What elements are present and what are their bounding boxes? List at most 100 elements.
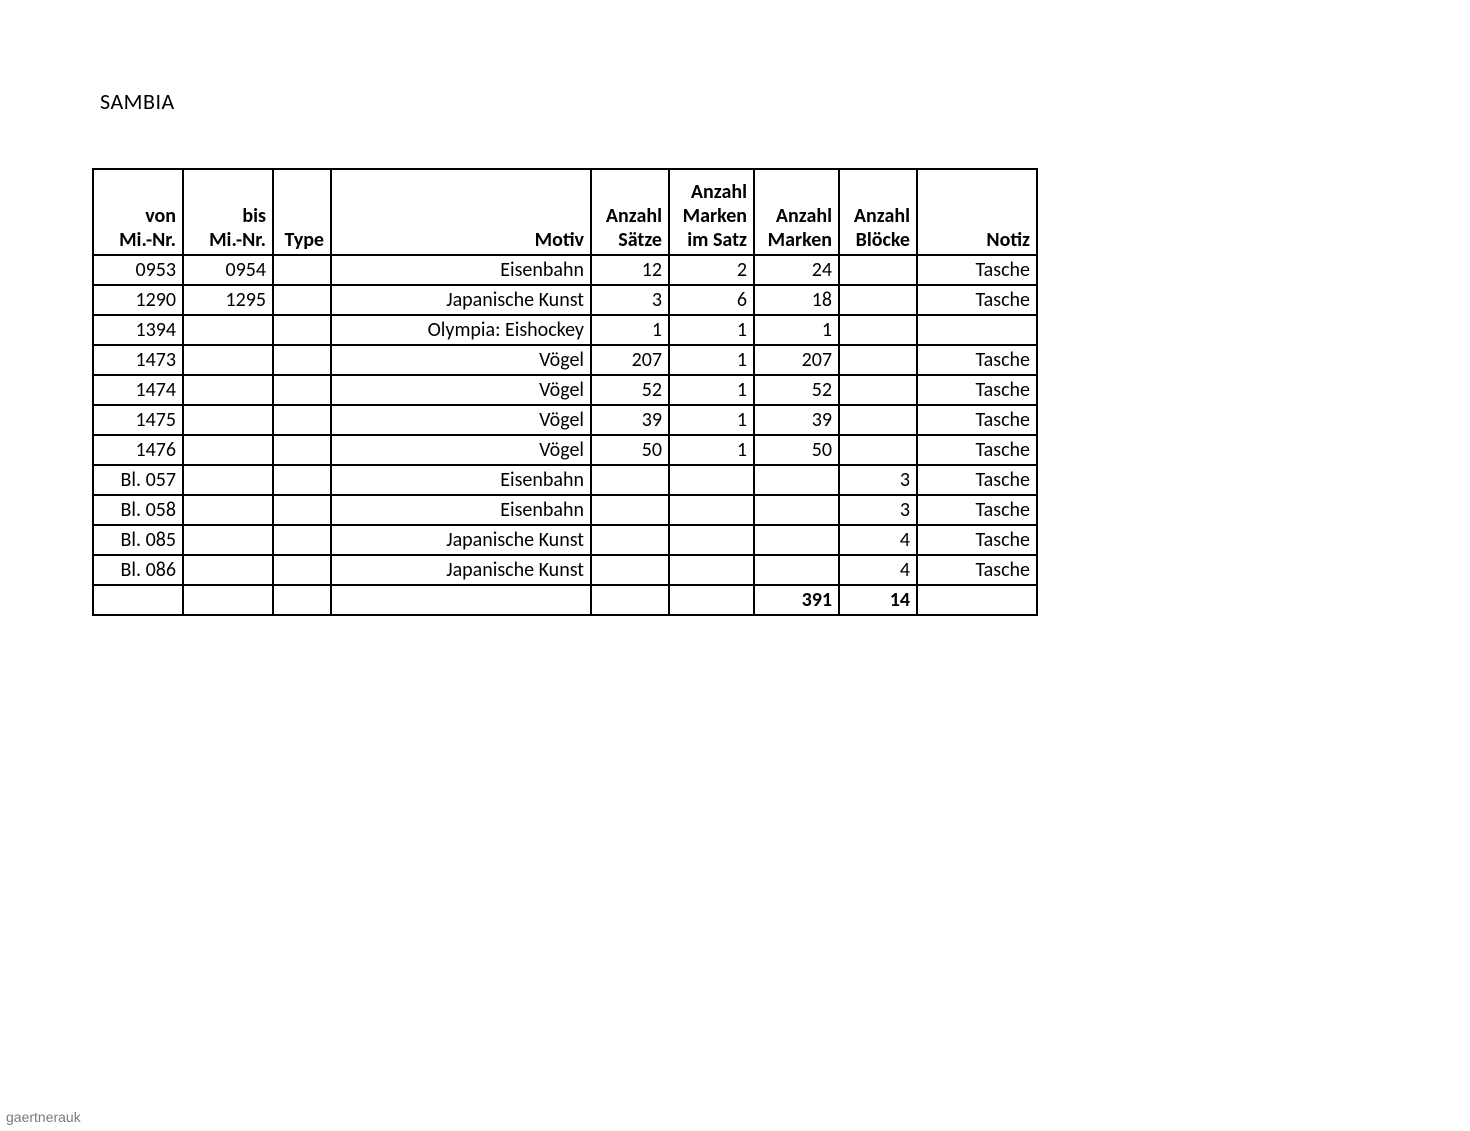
cell-motiv: Vögel [331, 435, 591, 465]
cell-bis [183, 345, 273, 375]
cell-motiv: Eisenbahn [331, 495, 591, 525]
total-bis [183, 585, 273, 615]
page-title: SAMBIA [100, 88, 175, 115]
cell-mis [669, 465, 754, 495]
cell-mis [669, 555, 754, 585]
table-header-row: vonMi.-Nr. bisMi.-Nr. Type Motiv AnzahlS… [93, 169, 1037, 255]
table-row: Bl. 058 Eisenbahn 3Tasche [93, 495, 1037, 525]
cell-bloecke [839, 255, 917, 285]
cell-von: 1394 [93, 315, 183, 345]
cell-mis: 6 [669, 285, 754, 315]
total-type [273, 585, 331, 615]
cell-notiz: Tasche [917, 555, 1037, 585]
cell-von: 0953 [93, 255, 183, 285]
cell-bis [183, 405, 273, 435]
cell-bloecke: 3 [839, 495, 917, 525]
cell-von: Bl. 086 [93, 555, 183, 585]
cell-von: Bl. 058 [93, 495, 183, 525]
cell-mis: 1 [669, 345, 754, 375]
cell-bloecke [839, 285, 917, 315]
cell-notiz: Tasche [917, 405, 1037, 435]
table-row: 1475Vögel39139Tasche [93, 405, 1037, 435]
total-marken: 391 [754, 585, 839, 615]
cell-motiv: Japanische Kunst [331, 555, 591, 585]
cell-type [273, 315, 331, 345]
cell-notiz: Tasche [917, 285, 1037, 315]
cell-notiz: Tasche [917, 255, 1037, 285]
cell-marken [754, 465, 839, 495]
cell-marken: 39 [754, 405, 839, 435]
cell-von: 1290 [93, 285, 183, 315]
cell-bis [183, 315, 273, 345]
cell-saetze: 3 [591, 285, 669, 315]
table-body: 09530954Eisenbahn12224Tasche12901295Japa… [93, 255, 1037, 615]
cell-saetze: 50 [591, 435, 669, 465]
cell-von: 1474 [93, 375, 183, 405]
cell-mis: 1 [669, 315, 754, 345]
watermark: gaertnerauk [6, 1109, 81, 1125]
cell-von: Bl. 085 [93, 525, 183, 555]
cell-notiz: Tasche [917, 525, 1037, 555]
total-motiv [331, 585, 591, 615]
cell-marken: 18 [754, 285, 839, 315]
table-row: Bl. 085Japanische Kunst4Tasche [93, 525, 1037, 555]
table-row: 1473Vögel2071207Tasche [93, 345, 1037, 375]
col-header-saetze: AnzahlSätze [591, 169, 669, 255]
cell-bis [183, 495, 273, 525]
cell-saetze [591, 525, 669, 555]
cell-type [273, 345, 331, 375]
cell-notiz: Tasche [917, 465, 1037, 495]
cell-type [273, 375, 331, 405]
table-row: 1476Vögel50150Tasche [93, 435, 1037, 465]
col-header-type: Type [273, 169, 331, 255]
cell-marken: 24 [754, 255, 839, 285]
col-header-bis: bisMi.-Nr. [183, 169, 273, 255]
cell-saetze: 207 [591, 345, 669, 375]
cell-motiv: Japanische Kunst [331, 525, 591, 555]
cell-bis: 0954 [183, 255, 273, 285]
cell-marken [754, 555, 839, 585]
table-row: Bl. 086Japanische Kunst4Tasche [93, 555, 1037, 585]
cell-bloecke [839, 345, 917, 375]
cell-motiv: Vögel [331, 345, 591, 375]
cell-type [273, 525, 331, 555]
cell-von: 1473 [93, 345, 183, 375]
cell-type [273, 285, 331, 315]
cell-marken [754, 495, 839, 525]
cell-bloecke [839, 435, 917, 465]
cell-saetze [591, 465, 669, 495]
cell-saetze: 39 [591, 405, 669, 435]
cell-bloecke: 3 [839, 465, 917, 495]
cell-bis [183, 375, 273, 405]
table-row: 1474Vögel52152Tasche [93, 375, 1037, 405]
col-header-marken-im-satz: AnzahlMarkenim Satz [669, 169, 754, 255]
col-header-notiz: Notiz [917, 169, 1037, 255]
col-header-bloecke: AnzahlBlöcke [839, 169, 917, 255]
cell-mis: 1 [669, 375, 754, 405]
cell-bis [183, 555, 273, 585]
total-saetze [591, 585, 669, 615]
cell-marken: 207 [754, 345, 839, 375]
cell-saetze [591, 495, 669, 525]
cell-type [273, 495, 331, 525]
col-header-marken: AnzahlMarken [754, 169, 839, 255]
cell-mis [669, 525, 754, 555]
cell-motiv: Eisenbahn [331, 255, 591, 285]
cell-bis: 1295 [183, 285, 273, 315]
cell-von: 1476 [93, 435, 183, 465]
table-row: Bl. 057Eisenbahn3Tasche [93, 465, 1037, 495]
cell-notiz: Tasche [917, 495, 1037, 525]
cell-marken [754, 525, 839, 555]
col-header-motiv: Motiv [331, 169, 591, 255]
total-von [93, 585, 183, 615]
table-row: 12901295Japanische Kunst3618Tasche [93, 285, 1037, 315]
total-bloecke: 14 [839, 585, 917, 615]
cell-mis: 2 [669, 255, 754, 285]
cell-mis [669, 495, 754, 525]
total-mis [669, 585, 754, 615]
cell-bis [183, 435, 273, 465]
cell-bloecke [839, 375, 917, 405]
cell-bloecke [839, 405, 917, 435]
cell-type [273, 465, 331, 495]
cell-type [273, 435, 331, 465]
